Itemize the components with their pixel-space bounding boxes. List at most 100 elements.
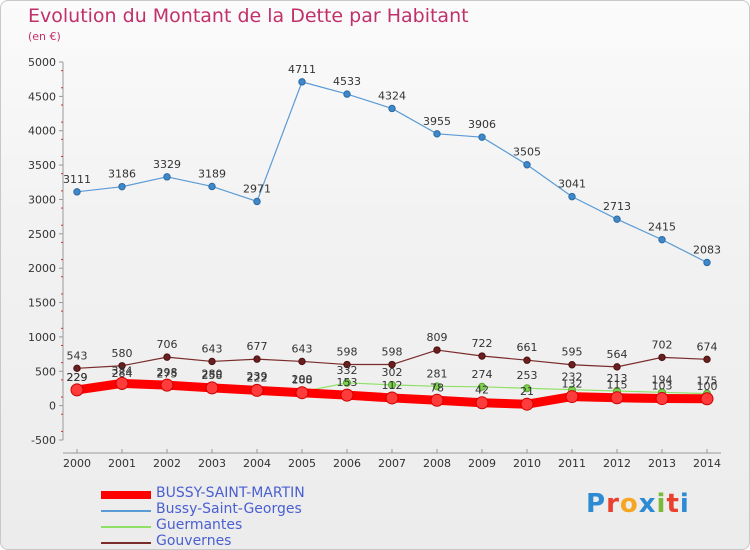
data-point: [478, 133, 486, 141]
data-label: 258: [202, 369, 223, 382]
logo-letter: x: [638, 489, 657, 519]
data-label: 3955: [423, 115, 451, 128]
data-label: 103: [652, 380, 673, 393]
x-tick-label: 2011: [558, 457, 586, 470]
data-label: 239: [247, 370, 268, 383]
data-point: [343, 360, 351, 369]
data-label: 2083: [693, 243, 721, 256]
data-label: 222: [247, 371, 268, 384]
data-point: [613, 215, 621, 223]
data-label: 280: [202, 367, 223, 380]
data-point: [658, 235, 666, 244]
data-point: [343, 378, 351, 387]
axes: 5000450040003500300025002000150010005000…: [28, 56, 721, 470]
x-tick-label: 2008: [423, 457, 451, 470]
data-label: 200: [292, 373, 313, 386]
x-tick-label: 2001: [108, 457, 136, 470]
data-point: [208, 182, 216, 191]
data-point: [613, 363, 621, 371]
y-tick-label: 2000: [28, 262, 56, 275]
data-point: [205, 381, 219, 395]
data-point: [253, 197, 261, 206]
data-label: 3111: [63, 173, 91, 186]
y-tick-label: 4500: [28, 90, 56, 103]
data-label: 564: [607, 348, 628, 361]
data-label: 4324: [378, 89, 406, 102]
data-label: 598: [382, 346, 403, 359]
legend-label: Gouvernes: [156, 533, 232, 549]
data-label: 274: [472, 368, 493, 381]
data-point: [250, 383, 264, 397]
y-tick-label: 1000: [28, 331, 56, 344]
data-label: 229: [67, 371, 88, 384]
data-point: [385, 391, 399, 405]
data-point: [610, 391, 624, 405]
data-point: [70, 383, 84, 397]
data-point: [298, 357, 306, 366]
data-point: [433, 346, 441, 354]
data-label: 3041: [558, 178, 586, 191]
legend-swatch: [101, 526, 151, 528]
data-label: 302: [382, 366, 403, 379]
x-tick-label: 2006: [333, 457, 361, 470]
data-label: 78: [430, 381, 444, 394]
data-label: 175: [697, 375, 718, 388]
y-tick-label: 0: [49, 400, 56, 413]
data-point: [118, 182, 126, 191]
data-label: 722: [472, 337, 493, 350]
data-point: [298, 78, 306, 86]
x-tick-label: 2014: [693, 457, 721, 470]
data-point: [340, 388, 354, 402]
data-point: [163, 173, 171, 181]
data-point: [700, 392, 714, 406]
data-label: 2971: [243, 182, 271, 195]
data-point: [475, 396, 489, 410]
data-label: 3186: [108, 168, 136, 181]
series-bussy-saint-georges: [73, 78, 711, 267]
data-point: [295, 386, 309, 400]
y-tick-label: 4000: [28, 125, 56, 138]
x-tick-label: 2005: [288, 457, 316, 470]
data-label: 543: [67, 349, 88, 362]
data-point: [73, 188, 81, 196]
data-point: [478, 352, 486, 360]
data-label: 595: [562, 346, 583, 359]
x-tick-label: 2009: [468, 457, 496, 470]
logo-letter: P: [586, 489, 607, 519]
data-point: [73, 364, 81, 373]
data-point: [433, 130, 441, 138]
data-label: 702: [652, 338, 673, 351]
logo-letter: i: [656, 489, 667, 519]
data-labels: 3111 3186 3329 3189 2971 4711 4533 4324 3955 3906…: [63, 63, 721, 398]
data-label: 3505: [513, 146, 541, 159]
data-label: 324: [112, 364, 133, 377]
y-tick-label: -500: [31, 434, 56, 447]
legend-swatch: [101, 491, 151, 499]
data-label: 643: [292, 342, 313, 355]
data-label: 21: [520, 385, 534, 398]
data-point: [388, 104, 396, 113]
data-label: 3329: [153, 158, 181, 171]
data-label: 153: [337, 376, 358, 389]
logo-letter: t: [666, 489, 680, 519]
data-point: [388, 380, 396, 389]
data-label: 706: [157, 338, 178, 351]
x-tick-label: 2003: [198, 457, 226, 470]
data-label: 677: [247, 340, 268, 353]
legend-label: Guermantes: [156, 517, 243, 533]
y-tick-label: 5000: [28, 56, 56, 69]
data-label: 2713: [603, 200, 631, 213]
data-label: 580: [112, 347, 133, 360]
data-point: [253, 355, 261, 363]
data-label: 112: [382, 379, 403, 392]
data-point: [703, 355, 711, 364]
data-point: [568, 361, 576, 369]
data-point: [118, 362, 126, 370]
data-label: 132: [562, 378, 583, 391]
data-point: [523, 161, 531, 169]
data-point: [565, 390, 579, 404]
data-point: [568, 192, 576, 201]
data-label: 332: [337, 364, 358, 377]
data-point: [655, 392, 669, 406]
